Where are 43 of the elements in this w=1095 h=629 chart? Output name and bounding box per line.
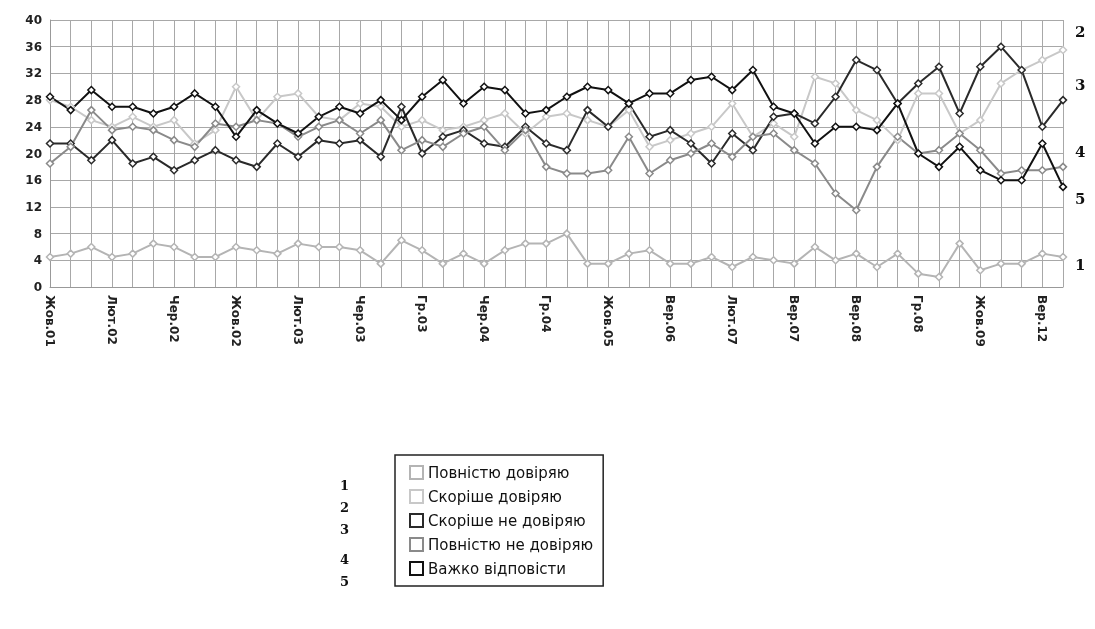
y-tick-label: 16 [25, 173, 42, 188]
y-tick-label: 4 [33, 253, 42, 268]
y-tick-label: 28 [25, 93, 42, 108]
x-tick-label: Чер.03 [353, 295, 368, 343]
y-tick-label: 32 [25, 66, 42, 81]
x-tick-label: Жов.05 [601, 295, 616, 347]
x-tick-label: Гр.04 [539, 295, 554, 333]
text: 1 [340, 478, 350, 493]
y-tick-label: 24 [25, 119, 42, 134]
x-tick-label: Вер.12 [1035, 295, 1050, 343]
y-tick-label: 36 [25, 39, 42, 54]
text: 2 [1075, 22, 1086, 41]
x-tick-label: Чер.04 [477, 295, 492, 343]
x-tick-label: Лют.02 [105, 295, 120, 345]
legend-label: Повністю не довіряю [428, 535, 594, 554]
text: 3 [1075, 76, 1086, 95]
x-tick-label: Жов.09 [973, 295, 988, 347]
text: 1 [1075, 256, 1086, 275]
legend-label: Скоріше довіряю [428, 487, 562, 506]
x-tick-label: Лют.07 [725, 295, 740, 345]
y-tick-label: 12 [25, 199, 42, 214]
legend-label: Повністю довіряю [428, 463, 570, 482]
text: 5 [1075, 189, 1086, 208]
y-tick-label: 20 [25, 146, 42, 161]
x-tick-label: Вер.07 [787, 295, 802, 343]
x-tick-label: Вер.06 [663, 295, 678, 343]
text: 4 [340, 552, 350, 567]
legend-label: Важко відповісти [428, 559, 567, 578]
x-tick-label: Гр.03 [415, 295, 430, 333]
x-tick-label: Вер.08 [849, 295, 864, 343]
y-tick-label: 0 [33, 280, 42, 294]
x-tick-label: Чер.02 [167, 295, 182, 343]
x-tick-label: Гр.08 [911, 295, 926, 333]
y-tick-label: 40 [25, 13, 42, 27]
x-tick-label: Лют.03 [291, 295, 306, 345]
text: 5 [340, 574, 350, 589]
x-tick-label: Жов.02 [229, 295, 244, 347]
legend-label: Скоріше не довіряю [428, 511, 586, 530]
y-tick-label: 8 [33, 226, 42, 241]
x-tick-label: Жов.01 [43, 295, 57, 347]
text: 2 [340, 500, 350, 515]
text: 3 [340, 522, 350, 537]
text: 4 [1075, 143, 1086, 161]
